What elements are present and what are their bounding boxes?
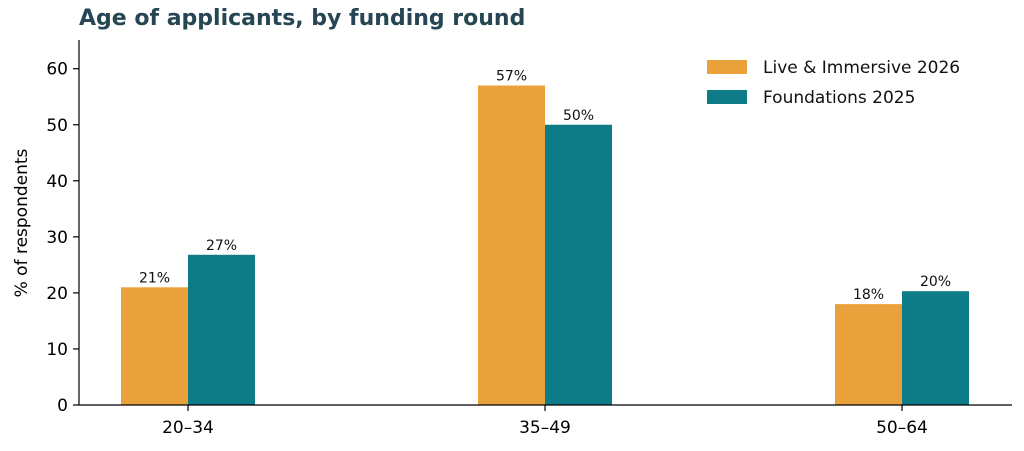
legend: Live & Immersive 2026 Foundations 2025: [707, 58, 960, 108]
x-tick-label: 20–34: [162, 418, 214, 438]
chart-title: Age of applicants, by funding round: [79, 6, 526, 31]
data-label-s0-c0: 21%: [139, 270, 170, 286]
x-tick-label: 50–64: [876, 418, 928, 438]
legend-label-0: Live & Immersive 2026: [763, 58, 960, 78]
legend-swatch-1: [707, 90, 747, 104]
data-label-s1-c0: 27%: [206, 238, 237, 254]
y-tick-label: 30: [46, 228, 68, 248]
legend-swatch-0: [707, 60, 747, 74]
y-tick-label: 10: [46, 340, 68, 360]
bar-s0-c0: [121, 287, 188, 405]
data-label-s0-c2: 18%: [853, 287, 884, 303]
data-label-s1-c1: 50%: [563, 108, 594, 124]
y-tick-label: 50: [46, 116, 68, 136]
bars-group: [121, 85, 969, 405]
y-tick-label: 60: [46, 60, 68, 80]
bar-s1-c0: [188, 254, 255, 405]
data-label-s0-c1: 57%: [496, 69, 527, 85]
bar-s1-c2: [902, 291, 969, 405]
y-tick-label: 40: [46, 172, 68, 192]
x-tick-label: 35–49: [519, 418, 571, 438]
y-axis-label: % of respondents: [12, 148, 32, 297]
y-tick-label: 0: [57, 396, 68, 416]
bar-s0-c1: [478, 85, 545, 405]
bar-s1-c1: [545, 124, 612, 405]
y-tick-label: 20: [46, 284, 68, 304]
y-axis: 0 10 20 30 40 50 60: [46, 40, 80, 416]
data-label-s1-c2: 20%: [920, 274, 951, 290]
legend-label-1: Foundations 2025: [763, 88, 915, 108]
data-labels-group: 21%57%18%2%2%27%50%20%1%2%: [139, 69, 951, 304]
bar-s0-c2: [835, 304, 902, 405]
